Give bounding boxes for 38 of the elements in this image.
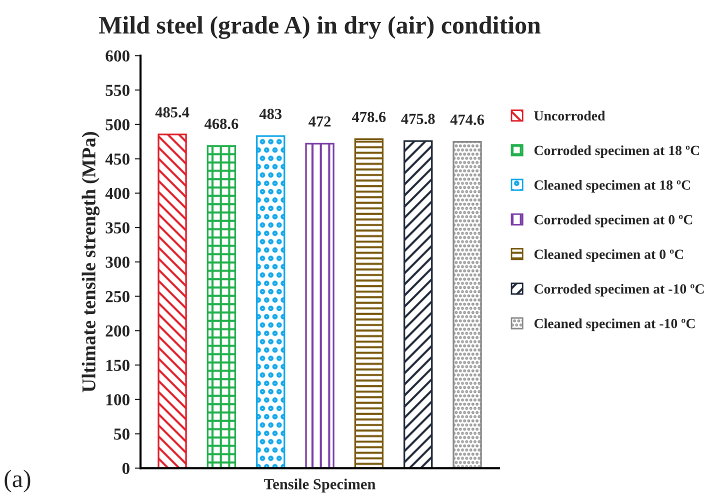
data-label: 474.6 xyxy=(450,114,484,125)
legend-label: Corroded specimen at -10 ºC xyxy=(534,284,704,296)
data-label: 468.6 xyxy=(204,118,238,130)
y-tick-label: 500 xyxy=(106,119,130,130)
chart-title: Mild steel (grade A) in dry (air) condition xyxy=(99,16,541,39)
bar xyxy=(206,145,236,468)
x-axis-title: Tensile Specimen xyxy=(264,478,376,492)
y-tick-label: 600 xyxy=(106,50,130,62)
text: (a) xyxy=(4,470,30,492)
data-label: 483 xyxy=(259,108,282,120)
bar xyxy=(158,134,187,468)
y-tick-label: 150 xyxy=(106,360,130,371)
y-tick-label: 50 xyxy=(114,428,130,440)
bar xyxy=(452,141,482,468)
y-tick-label: 550 xyxy=(106,84,130,96)
y-tick-label: 100 xyxy=(106,394,130,406)
legend-label: Uncorroded xyxy=(534,110,606,121)
bar xyxy=(354,138,384,468)
y-tick-label: 250 xyxy=(106,290,130,302)
bar xyxy=(305,142,334,468)
data-label: 485.4 xyxy=(155,107,190,118)
legend-label: Cleaned specimen at -10 ºC xyxy=(534,318,695,332)
data-label: 472 xyxy=(308,116,331,127)
y-tick-label: 300 xyxy=(106,256,130,268)
legend-label: Cleaned specimen at 18 ºC xyxy=(534,180,690,193)
y-tick-label: 400 xyxy=(105,188,130,200)
legend-label: Cleaned specimen at 0 ºC xyxy=(534,249,684,262)
data-label: 478.6 xyxy=(352,112,386,122)
legend-label: Corroded specimen at 0 ºC xyxy=(534,214,692,228)
y-tick-label: 200 xyxy=(106,325,130,337)
y-axis-title: Ultimate tensile strength (MPa) xyxy=(82,132,100,392)
legend-label: Corroded specimen at 18 ºC xyxy=(534,145,700,158)
data-label: 475.8 xyxy=(401,114,435,124)
bar xyxy=(256,135,286,468)
y-tick-label: 350 xyxy=(106,222,130,234)
y-tick-label: 0 xyxy=(122,462,130,474)
y-tick-label: 450 xyxy=(105,153,130,165)
bar xyxy=(404,140,433,468)
